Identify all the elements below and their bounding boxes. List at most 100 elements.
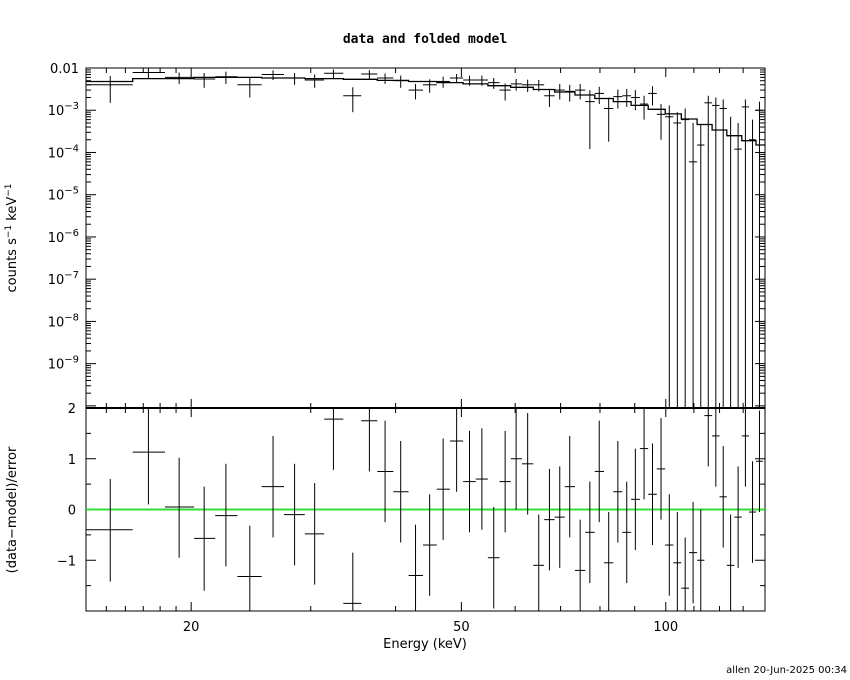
residual-data-point — [726, 514, 735, 611]
spectrum-data-point — [741, 99, 749, 408]
residual-data-point — [665, 494, 674, 596]
spectrum-data-point — [697, 124, 705, 408]
spectrum-data-point — [261, 70, 285, 80]
residual-data-point — [704, 408, 713, 467]
spectrum-data-point — [487, 77, 500, 89]
residual-data-point — [164, 457, 195, 558]
y-tick-label-exponent: −9 — [64, 355, 79, 366]
residual-data-point — [284, 463, 305, 566]
residual-data-point — [521, 413, 534, 515]
spectrum-data-point — [554, 83, 565, 100]
ylabel-part-4: −1 — [4, 183, 14, 196]
residual-data-point — [734, 466, 742, 568]
spectrum-data-point — [436, 76, 450, 88]
spectrum-data-point — [361, 70, 378, 79]
residual-data-point — [564, 435, 575, 538]
spectrum-data-point — [463, 75, 476, 86]
spectrum-data-point — [533, 79, 545, 92]
spectrum-data-point — [704, 95, 713, 408]
model-curve — [86, 76, 765, 146]
y-tick-label: 10−5 — [48, 186, 79, 204]
residual-data-point — [423, 494, 437, 596]
y-tick-label-base: 10 — [48, 315, 65, 330]
spectrum-data-point — [604, 97, 614, 142]
spectrum-data-point — [164, 72, 195, 84]
spectrum-data-point — [665, 105, 674, 408]
spectrum-data-point — [574, 83, 586, 100]
residual-data-point — [237, 525, 262, 611]
residual-data-point — [261, 435, 285, 538]
y-tick-label-exponent: −4 — [64, 143, 79, 154]
spectrum-data-point — [215, 71, 238, 84]
y-tick-label: 10−4 — [48, 143, 79, 161]
residual-data-point — [449, 408, 464, 492]
y-tick-label-base: 10 — [48, 231, 65, 246]
residual-y-tick-label: 1 — [68, 453, 76, 468]
x-axis-label: Energy (keV) — [383, 637, 467, 652]
y-tick-label: 10−3 — [48, 101, 79, 119]
spectrum-data-point — [748, 119, 757, 408]
residual-data-point — [324, 408, 344, 470]
residual-data-point — [712, 408, 720, 487]
residual-data-point — [648, 443, 657, 546]
y-tick-label-base: 10 — [48, 189, 65, 204]
residual-data-point — [756, 410, 763, 513]
spectrum-data-point — [377, 73, 394, 84]
residual-data-point — [304, 483, 325, 585]
residual-data-point — [377, 420, 394, 523]
spectrum-data-point — [564, 84, 575, 102]
residual-data-point — [408, 524, 424, 611]
spectrum-data-point — [132, 68, 165, 78]
spectrum-data-point — [544, 88, 555, 107]
residual-data-point — [613, 440, 623, 543]
x-tick-label: 100 — [653, 620, 678, 635]
y-tick-label-base: 10 — [48, 358, 65, 373]
residual-data-point — [343, 552, 362, 611]
spectrum-data-point — [585, 90, 595, 150]
residual-data-point — [436, 438, 450, 540]
residual-data-point — [132, 408, 165, 505]
residual-data-point — [574, 519, 586, 611]
spectrum-data-point — [622, 88, 632, 107]
residual-data-point — [604, 512, 614, 611]
spectrum-data-point — [712, 97, 720, 408]
x-tick-label: 50 — [453, 620, 470, 635]
residual-data-point — [748, 461, 757, 563]
residual-data-point — [499, 430, 511, 533]
residual-y-tick-label: 2 — [68, 402, 76, 417]
y-tick-label-exponent: −7 — [64, 270, 79, 281]
spectrum-data-point — [756, 101, 763, 408]
residual-data-point — [631, 448, 640, 551]
y-tick-label: 10−6 — [48, 228, 79, 246]
top-y-axis-label: counts s−1 keV−1 — [4, 183, 20, 292]
spectrum-data-point — [510, 78, 522, 91]
x-tick-label: 20 — [183, 620, 200, 635]
ylabel-part-2: −1 — [4, 225, 14, 238]
residual-data-point — [585, 481, 595, 584]
y-tick-label-base: 10 — [48, 146, 65, 161]
residual-data-point — [594, 420, 605, 523]
spectrum-data-point — [324, 69, 344, 78]
residual-data-point — [719, 446, 727, 548]
residual-data-point — [194, 486, 216, 591]
residual-data-point — [554, 466, 565, 568]
bottom-y-axis-label: (data−model)/error — [5, 446, 20, 573]
residual-data-point — [487, 506, 500, 609]
spectrum-data-point — [499, 83, 511, 101]
residual-data-point — [463, 430, 476, 533]
residual-data-point — [533, 514, 545, 611]
residual-data-point — [639, 408, 649, 500]
spectrum-data-point — [343, 87, 362, 113]
spectrum-data-point — [408, 83, 424, 100]
spectrum-data-point — [194, 73, 216, 88]
y-tick-label-exponent: −8 — [64, 312, 79, 323]
y-tick-label-exponent: −6 — [64, 228, 79, 239]
spectrum-data-point — [237, 77, 262, 98]
residual-data-point — [215, 463, 238, 567]
spectrum-data-point — [689, 122, 698, 408]
y-tick-label: 10−7 — [48, 270, 79, 288]
chart-title: data and folded model — [343, 32, 507, 47]
residual-data-point — [475, 428, 488, 530]
spectrum-data-point — [423, 79, 437, 93]
y-tick-label-base: 10 — [48, 104, 65, 119]
